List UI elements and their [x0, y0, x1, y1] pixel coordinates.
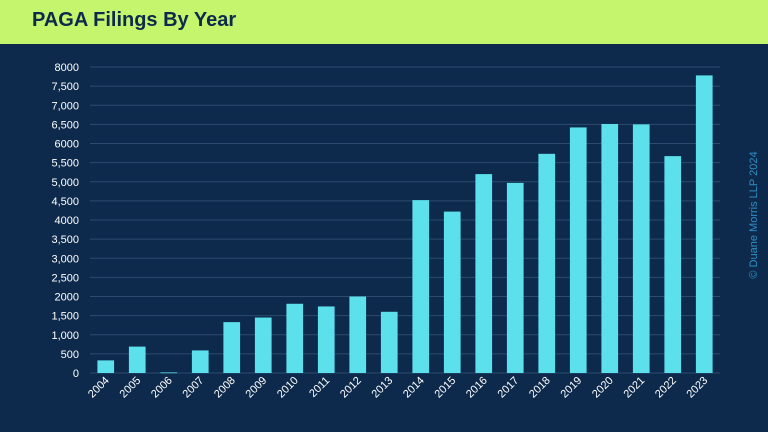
x-tick-label: 2018: [527, 375, 553, 401]
y-tick-label: 3,500: [51, 234, 79, 246]
bar: [506, 182, 524, 373]
bar: [223, 322, 241, 373]
y-tick-label: 6,500: [51, 119, 79, 131]
x-tick-label: 2011: [307, 375, 332, 400]
y-tick-label: 5,000: [51, 177, 79, 189]
y-tick-label: 7,000: [51, 100, 79, 112]
y-tick-label: 2000: [55, 292, 79, 304]
x-tick-label: 2020: [590, 375, 616, 401]
bar: [160, 372, 178, 374]
x-tick-label: 2023: [685, 375, 711, 401]
y-tick-label: 5,500: [51, 158, 79, 170]
y-tick-label: 1,000: [51, 330, 79, 342]
x-tick-label: 2013: [370, 375, 396, 401]
bar: [475, 174, 493, 373]
bar: [254, 317, 272, 373]
x-tick-label: 2008: [212, 375, 238, 401]
y-tick-label: 2,500: [51, 272, 79, 284]
bar: [695, 75, 713, 373]
x-tick-label: 2016: [464, 375, 490, 401]
bar: [97, 360, 115, 373]
y-tick-label: 4000: [55, 215, 79, 227]
x-tick-label: 2022: [653, 375, 679, 401]
bar: [317, 306, 335, 373]
y-tick-label: 8000: [55, 62, 79, 74]
bar: [569, 127, 587, 373]
bar: [349, 296, 367, 373]
x-tick-label: 2007: [181, 375, 207, 401]
bar: [412, 200, 430, 373]
x-tick-label: 2005: [118, 375, 144, 401]
x-tick-label: 2019: [559, 375, 585, 401]
x-tick-label: 2006: [149, 375, 175, 401]
bar: [380, 311, 398, 373]
x-tick-label: 2015: [433, 375, 459, 401]
bar: [191, 350, 209, 373]
x-tick-label: 2004: [86, 375, 112, 401]
title-bar: PAGA Filings By Year: [0, 0, 768, 44]
x-tick-label: 2014: [401, 375, 427, 401]
bar: [538, 153, 556, 373]
bar: [632, 124, 650, 373]
bar: [128, 346, 146, 373]
y-tick-label: 500: [61, 349, 79, 361]
y-tick-label: 6000: [55, 139, 79, 151]
chart-title: PAGA Filings By Year: [32, 9, 237, 31]
y-tick-label: 7,500: [51, 81, 79, 93]
copyright-watermark: © Duane Morris LLP 2024: [748, 151, 760, 279]
x-tick-label: 2021: [622, 375, 648, 401]
bar: [664, 156, 682, 373]
y-tick-label: 3,000: [51, 253, 79, 265]
x-tick-label: 2009: [244, 375, 270, 401]
y-tick-label: 4,500: [51, 196, 79, 208]
x-tick-label: 2012: [338, 375, 364, 401]
y-tick-label: 1,500: [51, 311, 79, 323]
y-tick-label: 0: [73, 368, 79, 380]
bar: [286, 303, 304, 373]
x-tick-label: 2010: [275, 375, 301, 401]
bar: [443, 211, 461, 373]
x-tick-label: 2017: [496, 375, 522, 401]
bar: [601, 123, 619, 374]
